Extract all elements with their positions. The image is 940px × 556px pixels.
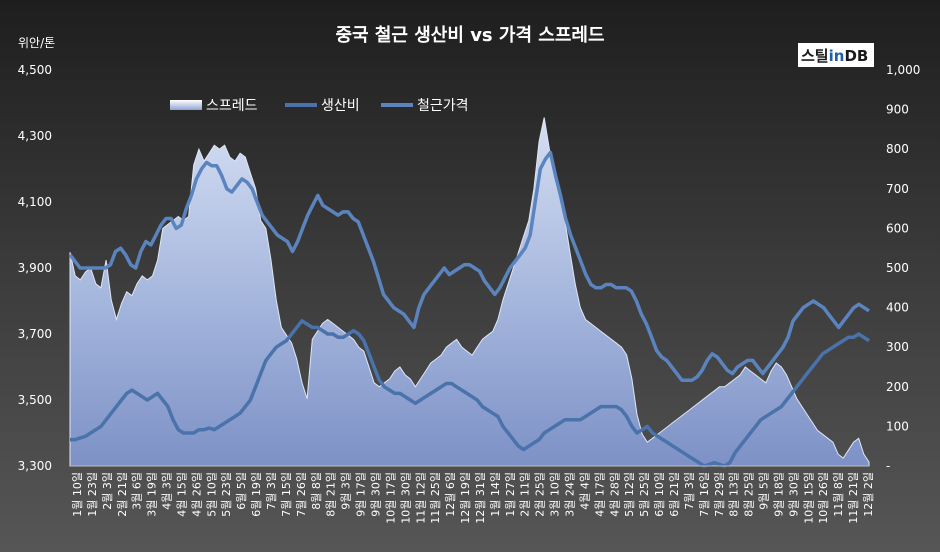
legend-label-production-cost: 생산비	[321, 98, 360, 114]
x-tick-label: 8월 21일	[324, 472, 338, 517]
legend-swatch-spread	[170, 100, 202, 110]
x-tick-label: 9월 18일	[772, 472, 786, 517]
x-tick-label: 7월 26일	[294, 472, 308, 517]
legend-item-spread: 스프레드	[170, 98, 258, 114]
x-tick-label: 7월 16일	[697, 472, 711, 517]
x-tick-label: 5월 25일	[637, 472, 651, 517]
y-right-tick-labels: - 100 200 300 400 500 600 700 800 900 1,000	[886, 63, 920, 473]
x-tick-label: 5월 12일	[622, 472, 636, 517]
y-left-tick-label: 3,500	[18, 393, 52, 407]
x-tick-label: 4월 17일	[592, 472, 606, 517]
x-tick-label: 11월 21일	[846, 472, 860, 524]
legend-label-rebar-price: 철근가격	[417, 98, 469, 114]
x-tick-label: 7월 3일	[264, 472, 278, 510]
x-tick-label: 6월 5일	[234, 472, 248, 510]
x-tick-label: 2월 11일	[518, 472, 532, 517]
x-tick-label: 9월 30일	[369, 472, 383, 517]
chart-title: 중국 철근 생산비 vs 가격 스프레드	[335, 25, 604, 46]
x-tick-label: 6월 21일	[667, 472, 681, 517]
logo-text-in: in	[829, 47, 845, 65]
x-tick-label: 1월 23일	[85, 472, 99, 517]
series-production-cost-line	[70, 319, 870, 468]
x-tick-label: 11월 12일	[413, 472, 427, 524]
y-left-tick-label: 4,300	[18, 129, 52, 143]
x-tick-label: 9월 17일	[354, 472, 368, 517]
y-right-tick-label: 300	[886, 340, 909, 354]
x-tick-label: 10월 17일	[383, 472, 397, 524]
x-tick-label: 4월 4일	[577, 472, 591, 510]
x-tick-label: 11월 25일	[428, 472, 442, 524]
y-right-tick-label: 1,000	[886, 63, 920, 77]
x-tick-labels: 1월 10일 1월 23일 2월 3일 2월 21일 3월 6일 3월 19일 4월 3일 4…	[70, 472, 875, 524]
x-tick-label: 3월 19일	[145, 472, 159, 517]
x-tick-label: 4월 26일	[189, 472, 203, 517]
x-tick-label: 10월 15일	[801, 472, 815, 524]
x-tick-label: 4월 28일	[607, 472, 621, 517]
x-tick-label: 12월 2일	[861, 472, 875, 517]
y-left-tick-label: 4,500	[18, 63, 52, 77]
y-right-tick-label: 200	[886, 380, 909, 394]
y-right-tick-label: 900	[886, 103, 909, 117]
legend: 스프레드 생산비 철근가격	[170, 98, 469, 114]
y-left-tick-label: 3,700	[18, 327, 52, 341]
logo-text-suffix: DB	[844, 47, 868, 65]
logo-box	[798, 43, 874, 67]
x-tick-label: 5월 10일	[204, 472, 218, 517]
y-right-tick-label: 700	[886, 182, 909, 196]
y-left-tick-label: 4,100	[18, 195, 52, 209]
x-tick-label: 6월 10일	[652, 472, 666, 517]
y-left-axis-label: 위안/톤	[18, 36, 55, 50]
x-tick-label: 3월 10일	[548, 472, 562, 517]
y-left-tick-label: 3,900	[18, 261, 52, 275]
y-left-tick-label: 3,300	[18, 459, 52, 473]
y-right-tick-label: 500	[886, 261, 909, 275]
legend-item-rebar-price: 철근가격	[381, 98, 469, 114]
x-tick-label: 12월 6일	[443, 472, 457, 517]
x-tick-label: 7월 3일	[682, 472, 696, 510]
logo-text-prefix: 스틸	[801, 47, 829, 65]
x-tick-label: 12월 19일	[458, 472, 472, 524]
x-tick-label: 7월 15일	[279, 472, 293, 517]
x-tick-label: 10월 30일	[398, 472, 412, 524]
logo: 스틸inDB	[798, 43, 874, 67]
x-tick-label: 11월 8일	[831, 472, 845, 517]
x-tick-label: 2월 21일	[115, 472, 129, 517]
x-tick-label: 12월 31일	[473, 472, 487, 524]
svg-text:스틸inDB: 스틸inDB	[801, 47, 868, 65]
x-tick-label: 8월 25일	[742, 472, 756, 517]
x-tick-label: 3월 24일	[563, 472, 577, 517]
series-spread-area	[69, 117, 870, 467]
series-rebar-price-line	[68, 150, 870, 382]
x-tick-label: 9월 3일	[339, 472, 353, 510]
plot-area	[68, 117, 870, 468]
y-left-tick-labels: 3,300 3,500 3,700 3,900 4,100 4,300 4,500	[18, 63, 52, 473]
y-right-tick-label: 400	[886, 301, 909, 315]
x-tick-label: 8월 13일	[727, 472, 741, 517]
x-tick-label: 1월 14일	[488, 472, 502, 517]
x-tick-label: 2월 25일	[533, 472, 547, 517]
x-tick-label: 9월 5일	[757, 472, 771, 510]
x-tick-label: 4월 3일	[160, 472, 174, 510]
x-tick-label: 5월 23일	[219, 472, 233, 517]
x-tick-label: 1월 27일	[503, 472, 517, 517]
x-tick-label: 6월 19일	[249, 472, 263, 517]
x-tick-label: 7월 29일	[712, 472, 726, 517]
legend-item-production-cost: 생산비	[285, 98, 360, 114]
y-right-tick-label: 800	[886, 142, 909, 156]
x-tick-label: 3월 6일	[130, 472, 144, 510]
x-tick-label: 9월 30일	[786, 472, 800, 517]
x-tick-label: 8월 8일	[309, 472, 323, 510]
y-right-tick-label: 100	[886, 419, 909, 433]
legend-label-spread: 스프레드	[206, 98, 258, 114]
x-tick-label: 10월 26일	[816, 472, 830, 524]
x-tick-label: 4월 15일	[175, 472, 189, 517]
x-tick-label: 1월 10일	[70, 472, 84, 517]
y-right-tick-label: 600	[886, 221, 909, 235]
x-tick-label: 2월 3일	[100, 472, 114, 510]
y-right-tick-label: -	[886, 459, 890, 473]
